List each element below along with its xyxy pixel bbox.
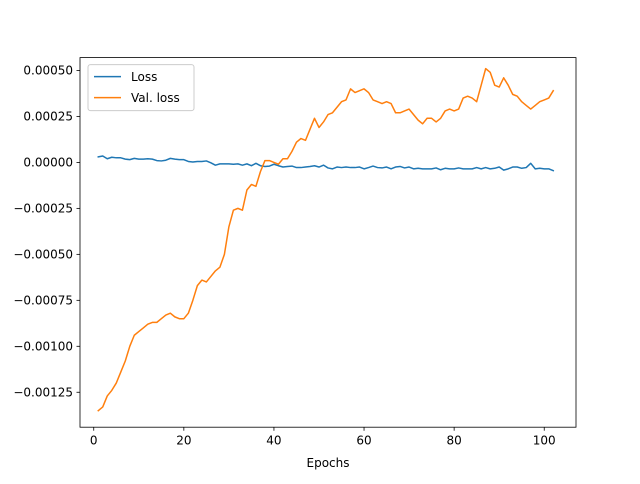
x-tick-label: 0 bbox=[90, 434, 98, 448]
series-layer bbox=[97, 67, 555, 412]
legend-label: Val. loss bbox=[131, 91, 180, 105]
plot-area bbox=[80, 57, 576, 428]
series-line-val-loss bbox=[97, 67, 555, 412]
y-tick-label: 0.00000 bbox=[23, 156, 73, 170]
x-axis: 0 20 40 60 80 100 bbox=[90, 427, 556, 448]
x-tick-label: 40 bbox=[266, 434, 281, 448]
y-tick-label: −0.00100 bbox=[13, 339, 73, 353]
series-line-loss bbox=[97, 155, 555, 172]
y-tick-label: −0.00025 bbox=[13, 202, 73, 216]
y-tick-label: −0.00075 bbox=[13, 294, 73, 308]
plot-frame bbox=[79, 57, 577, 428]
x-tick-label: 100 bbox=[533, 434, 556, 448]
x-tick-label: 80 bbox=[446, 434, 461, 448]
y-tick-label: −0.00125 bbox=[13, 385, 73, 399]
legend-label: Loss bbox=[131, 70, 157, 84]
y-tick-label: 0.00025 bbox=[23, 110, 73, 124]
x-axis-label: Epochs bbox=[307, 456, 350, 470]
legend: Loss Val. loss bbox=[87, 64, 195, 112]
y-tick-label: 0.00050 bbox=[23, 64, 73, 78]
y-tick-label: −0.00050 bbox=[13, 248, 73, 262]
y-axis: 0.00050 0.00025 0.00000 −0.00025 −0.00050 −0.… bbox=[13, 64, 80, 399]
x-tick-label: 20 bbox=[176, 434, 191, 448]
x-tick-label: 60 bbox=[356, 434, 371, 448]
